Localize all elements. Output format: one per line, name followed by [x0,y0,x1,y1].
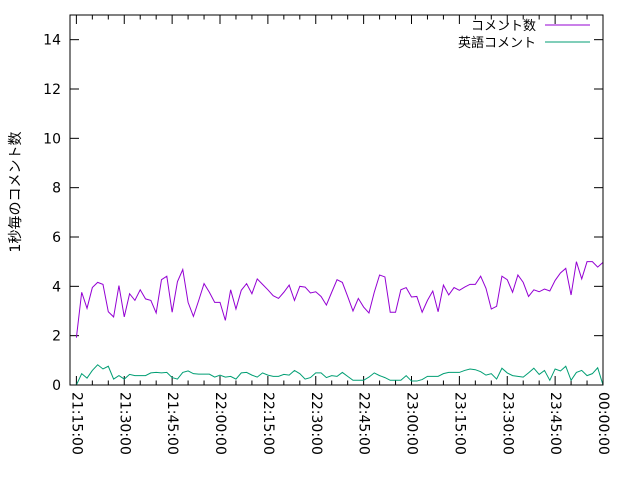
series-line-english-comments [75,364,604,386]
x-tick-label: 22:30:00 [308,392,324,455]
legend: コメント数 英語コメント [458,19,590,51]
y-tick-label: 0 [52,378,61,394]
legend-label-comments: コメント数 [471,19,536,34]
y-tick-label: 2 [52,329,61,345]
y-tick-label: 6 [52,230,61,246]
x-tick-label: 23:15:00 [451,392,467,455]
x-tick-label: 23:30:00 [499,392,515,455]
y-axis-label: 1秒毎のコメント数 [8,132,24,253]
y-tick-label: 12 [43,82,61,98]
x-tick-label: 23:00:00 [404,392,420,455]
x-tick-label: 22:00:00 [212,392,228,455]
x-tick-label: 23:45:00 [547,392,563,455]
y-tick-label: 4 [52,279,61,295]
y-tick-label: 8 [52,181,61,197]
series-line-comments [75,261,604,338]
axis-ticks [70,15,604,386]
y-tick-label: 10 [43,131,61,147]
x-tick-label: 22:45:00 [356,392,372,455]
x-tick-label: 21:30:00 [116,392,132,455]
legend-label-english-comments: 英語コメント [458,35,536,51]
x-tick-label: 00:00:00 [595,392,611,455]
plot-frame [69,14,604,386]
tick-labels: 21:15:00 21:30:00 21:45:00 22:00:00 22:15:00… [43,33,611,455]
y-tick-label: 14 [43,33,61,49]
x-tick-label: 22:15:00 [260,392,276,455]
x-tick-label: 21:15:00 [68,392,84,455]
x-tick-label: 21:45:00 [164,392,180,455]
series-group [75,261,604,386]
